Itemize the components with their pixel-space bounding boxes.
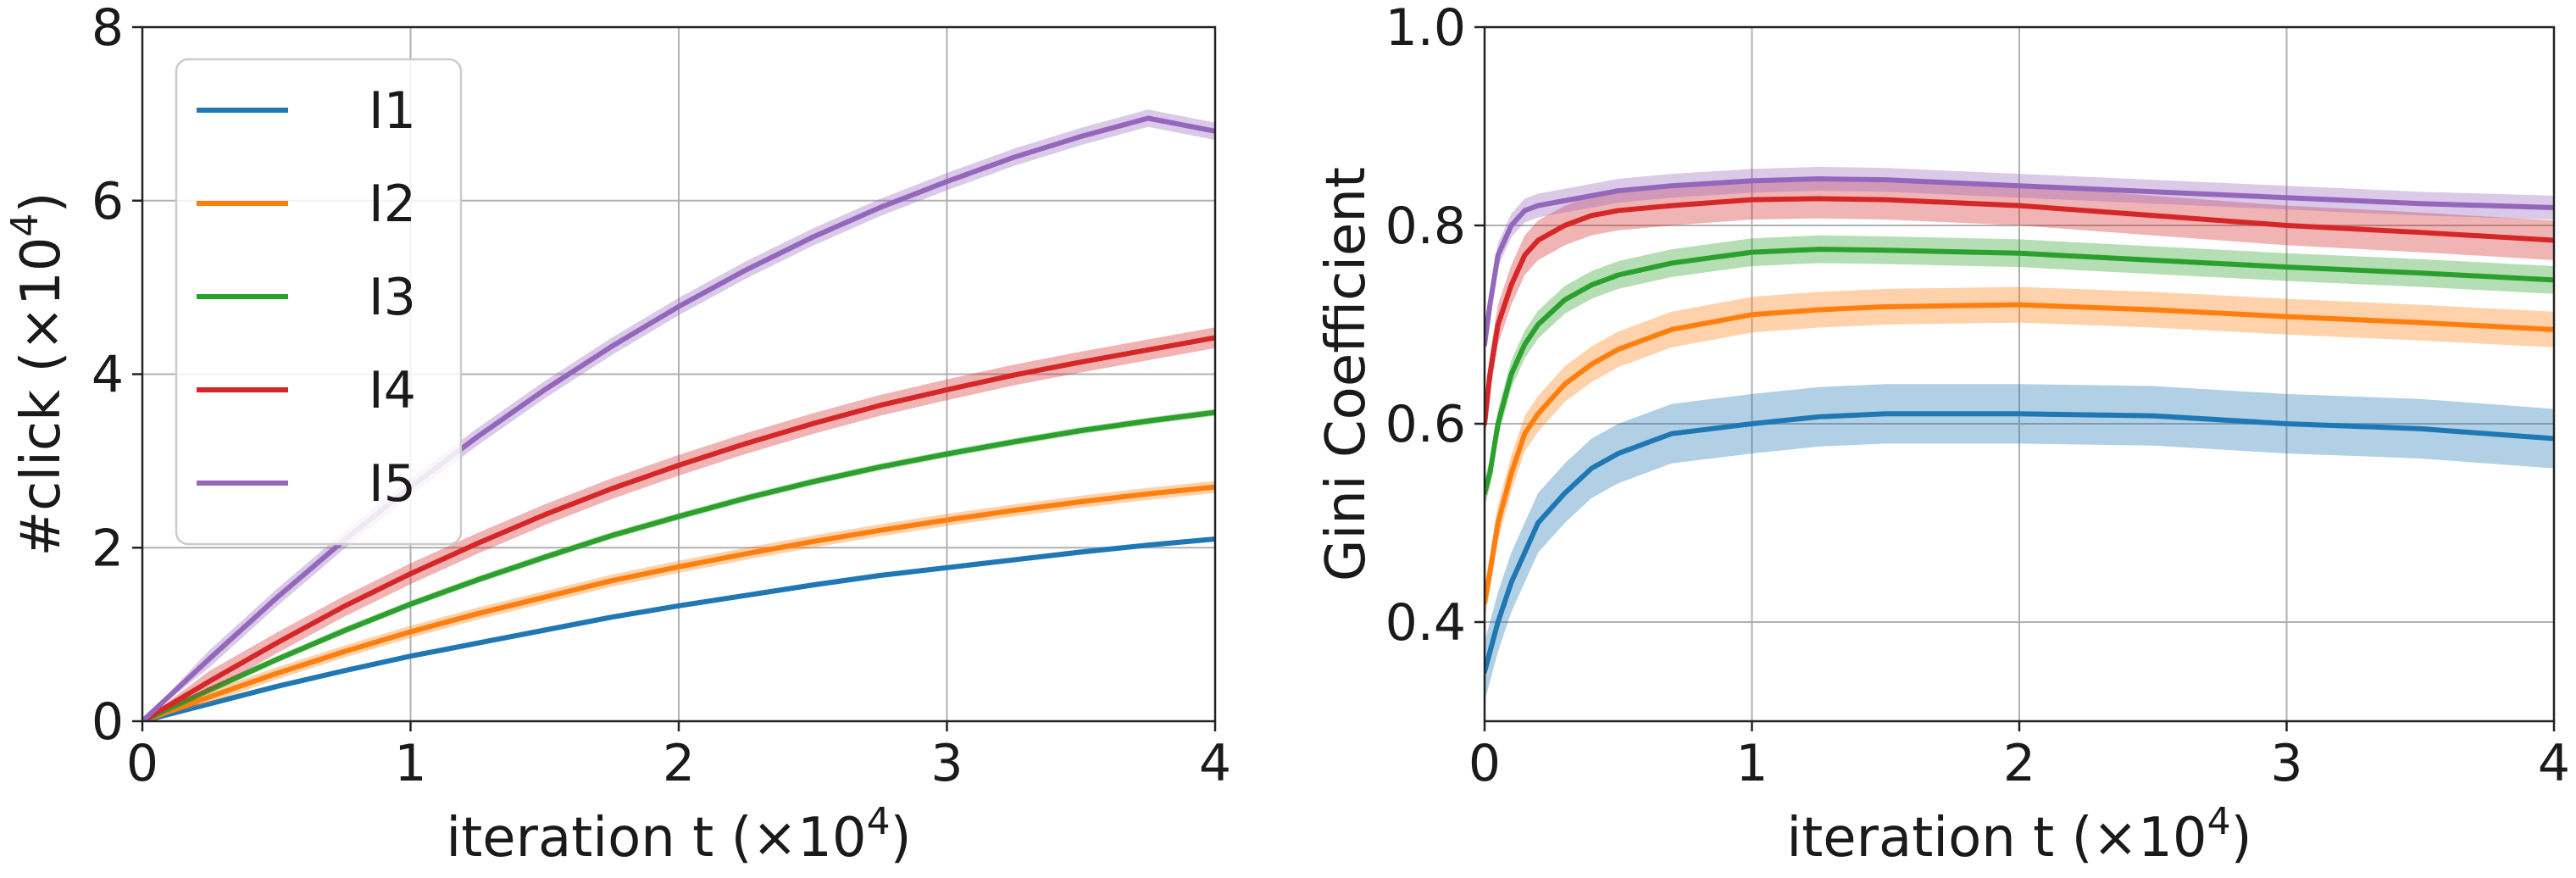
y-tick-label: 0 bbox=[92, 692, 124, 752]
x-axis-label-main: iteration t (×10 bbox=[1786, 807, 2207, 870]
y-axis-label: Gini Coefficient bbox=[1315, 167, 1378, 581]
series-line-i1 bbox=[1485, 411, 2554, 675]
legend-label-i5: I5 bbox=[369, 454, 416, 514]
y-tick-label: 0.8 bbox=[1385, 197, 1466, 256]
y-tick-label: 4 bbox=[92, 346, 124, 405]
y-tick-label: 8 bbox=[92, 0, 124, 58]
x-tick-label: 2 bbox=[663, 734, 695, 793]
legend-label-i4: I4 bbox=[369, 361, 416, 420]
series-band-i2 bbox=[1485, 286, 2554, 620]
series-line-i5 bbox=[1485, 176, 2554, 347]
x-axis-label-end: ) bbox=[2231, 807, 2252, 870]
legend-box bbox=[175, 58, 463, 546]
series-line-i5 bbox=[142, 115, 1215, 721]
y-axis-label: #click (×104) bbox=[3, 192, 73, 557]
x-axis-label-exponent: 4 bbox=[867, 800, 891, 843]
series-band-i1 bbox=[1485, 384, 2554, 702]
y-tick-label: 2 bbox=[92, 519, 124, 578]
series-line-i4 bbox=[1485, 196, 2554, 426]
series-line-i3 bbox=[142, 409, 1215, 721]
legend-label-i2: I2 bbox=[369, 175, 416, 234]
x-tick-label: 3 bbox=[930, 734, 963, 793]
series-line-i3 bbox=[1485, 247, 2554, 496]
x-tick-label: 1 bbox=[394, 734, 426, 793]
x-axis-label-exponent: 4 bbox=[2207, 800, 2231, 843]
x-tick-label: 4 bbox=[1199, 734, 1231, 793]
x-tick-label: 0 bbox=[126, 734, 158, 793]
legend-label-i3: I3 bbox=[369, 268, 416, 327]
x-tick-label: 0 bbox=[1468, 734, 1501, 793]
plot-series-group bbox=[1485, 166, 2554, 702]
y-tick-label: 0.4 bbox=[1385, 593, 1466, 653]
x-tick-label: 1 bbox=[1735, 734, 1768, 793]
y-axis-label-main: Gini Coefficient bbox=[1315, 167, 1378, 581]
series-line-i4 bbox=[142, 335, 1215, 721]
series-band-i3 bbox=[1485, 235, 2554, 508]
y-tick-label: 6 bbox=[92, 172, 124, 231]
x-axis-label: iteration t (×104) bbox=[446, 800, 911, 870]
legend: I1 I2 I3 I4 I5 bbox=[175, 58, 463, 546]
series-band-i4 bbox=[1485, 179, 2554, 444]
x-axis-label: iteration t (×104) bbox=[1786, 800, 2251, 870]
series-line-i2 bbox=[142, 484, 1215, 721]
series-line-i1 bbox=[142, 536, 1215, 721]
y-tick-label: 1.0 bbox=[1385, 0, 1466, 58]
y-axis-label-exponent: 4 bbox=[3, 213, 47, 236]
plot-series-group bbox=[142, 109, 1215, 721]
series-band-i4 bbox=[142, 327, 1215, 721]
series-line-i2 bbox=[1485, 302, 2554, 605]
x-tick-label: 3 bbox=[2270, 734, 2302, 793]
x-tick-label: 4 bbox=[2538, 734, 2570, 793]
x-axis-label-end: ) bbox=[891, 807, 912, 870]
x-tick-label: 2 bbox=[2003, 734, 2035, 793]
series-band-i5 bbox=[1485, 166, 2554, 357]
y-axis-label-end: ) bbox=[10, 192, 73, 214]
legend-label-i1: I1 bbox=[369, 81, 416, 141]
x-axis-label-main: iteration t (×10 bbox=[446, 807, 866, 870]
y-tick-label: 0.6 bbox=[1385, 395, 1466, 454]
y-axis-label-main: #click (×10 bbox=[10, 236, 73, 556]
